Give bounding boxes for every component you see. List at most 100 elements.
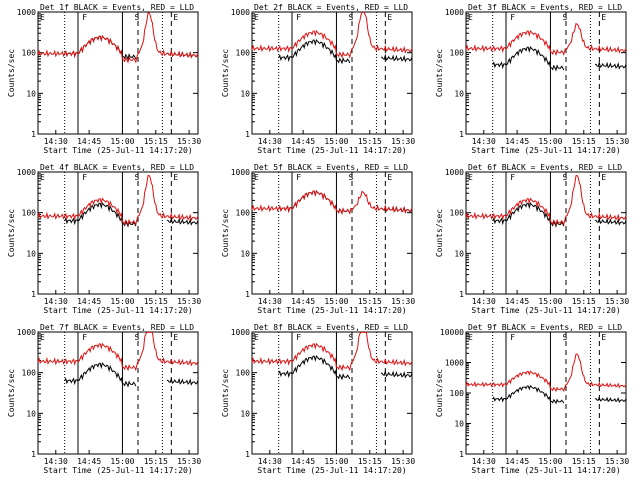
- x-tick-label: 14:30: [472, 137, 496, 146]
- segment-label: S: [562, 173, 567, 182]
- y-tick-label: 10: [240, 249, 250, 258]
- x-tick-label: 14:30: [258, 297, 282, 306]
- x-tick-label: 14:45: [505, 457, 529, 466]
- x-tick-label: 15:30: [605, 457, 629, 466]
- x-tick-label: 14:30: [472, 457, 496, 466]
- y-axis-label: Counts/sec: [221, 49, 230, 97]
- x-tick-label: 15:30: [391, 137, 415, 146]
- segment-label: E: [387, 333, 392, 342]
- y-tick-label: 1: [245, 290, 250, 299]
- x-tick-label: 15:15: [358, 137, 382, 146]
- chart-title: Det 4f BLACK = Events, RED = LLD: [40, 163, 194, 172]
- lld-series-line: [37, 331, 199, 372]
- y-tick-label: 1000: [231, 8, 250, 17]
- segment-label: E: [40, 173, 45, 182]
- y-tick-label: 100: [450, 209, 465, 218]
- x-tick-label: 14:45: [505, 137, 529, 146]
- y-axis-label: Counts/sec: [221, 209, 230, 257]
- y-tick-label: 1000: [445, 8, 464, 17]
- x-axis-label: Start Time (25-Jul-11 14:17:20): [257, 146, 406, 155]
- segment-label: E: [387, 13, 392, 22]
- x-tick-label: 15:15: [572, 297, 596, 306]
- segment-label: E: [601, 333, 606, 342]
- chart-title: Det 2f BLACK = Events, RED = LLD: [254, 3, 408, 12]
- segment-label: S: [348, 333, 353, 342]
- plot-frame: [251, 331, 413, 455]
- x-axis-label: Start Time (25-Jul-11 14:17:20): [257, 466, 406, 475]
- chart-title: Det 3f BLACK = Events, RED = LLD: [468, 3, 622, 12]
- x-tick-label: 14:45: [77, 457, 101, 466]
- y-tick-label: 10000: [440, 328, 464, 337]
- segment-label: E: [601, 13, 606, 22]
- x-tick-label: 15:30: [391, 297, 415, 306]
- segment-label: F: [82, 333, 87, 342]
- segment-label: E: [468, 13, 473, 22]
- events-series-line: [492, 46, 627, 72]
- x-tick-label: 14:45: [291, 137, 315, 146]
- y-tick-label: 100: [22, 49, 37, 58]
- segment-label: E: [40, 333, 45, 342]
- x-tick-label: 14:45: [77, 137, 101, 146]
- plot-frame: [465, 11, 627, 135]
- segment-label: E: [254, 333, 259, 342]
- y-axis-label: Counts/sec: [7, 209, 16, 257]
- y-tick-label: 1000: [445, 359, 464, 368]
- y-tick-label: 1000: [17, 328, 36, 337]
- plot-frame: [251, 11, 413, 135]
- chart-title: Det 6f BLACK = Events, RED = LLD: [468, 163, 622, 172]
- y-axis-label: Counts/sec: [221, 369, 230, 417]
- y-tick-label: 10: [26, 249, 36, 258]
- segment-label: F: [296, 13, 301, 22]
- y-tick-label: 100: [236, 209, 251, 218]
- y-tick-label: 1: [31, 130, 36, 139]
- y-tick-label: 1: [245, 450, 250, 459]
- lld-series-line: [251, 331, 413, 372]
- segment-label: E: [40, 13, 45, 22]
- y-axis-label: Counts/sec: [7, 369, 16, 417]
- x-axis-label: Start Time (25-Jul-11 14:17:20): [43, 466, 192, 475]
- y-tick-label: 10: [240, 89, 250, 98]
- segment-label: S: [562, 13, 567, 22]
- y-tick-label: 1: [459, 450, 464, 459]
- x-tick-label: 15:00: [110, 457, 134, 466]
- segment-label: F: [510, 173, 515, 182]
- y-tick-label: 10: [454, 89, 464, 98]
- y-tick-label: 100: [450, 49, 465, 58]
- x-tick-label: 15:00: [324, 137, 348, 146]
- lld-series-line: [37, 12, 199, 64]
- events-series-line: [64, 202, 199, 228]
- x-tick-label: 15:00: [538, 137, 562, 146]
- chart-title: Det 7f BLACK = Events, RED = LLD: [40, 323, 194, 332]
- y-tick-label: 1000: [231, 328, 250, 337]
- x-axis-label: Start Time (25-Jul-11 14:17:20): [43, 306, 192, 315]
- chart-title: Det 5f BLACK = Events, RED = LLD: [254, 163, 408, 172]
- plot-frame: [37, 331, 199, 455]
- x-tick-label: 15:00: [538, 457, 562, 466]
- x-axis-label: Start Time (25-Jul-11 14:17:20): [471, 306, 620, 315]
- x-tick-label: 15:30: [605, 137, 629, 146]
- segment-label: S: [134, 173, 139, 182]
- x-axis-label: Start Time (25-Jul-11 14:17:20): [257, 306, 406, 315]
- x-tick-label: 15:30: [605, 297, 629, 306]
- y-axis-label: Counts/sec: [7, 49, 16, 97]
- segment-label: E: [468, 333, 473, 342]
- x-axis-label: Start Time (25-Jul-11 14:17:20): [471, 466, 620, 475]
- segment-label: E: [173, 13, 178, 22]
- x-tick-label: 15:00: [538, 297, 562, 306]
- plot-frame: [465, 171, 627, 295]
- segment-label: S: [348, 173, 353, 182]
- segment-label: E: [468, 173, 473, 182]
- x-tick-label: 15:15: [144, 457, 168, 466]
- lld-series-line: [251, 11, 413, 59]
- segment-label: E: [254, 13, 259, 22]
- x-tick-label: 14:45: [291, 457, 315, 466]
- segment-label: E: [387, 173, 392, 182]
- y-tick-label: 1: [459, 290, 464, 299]
- y-tick-label: 10: [240, 409, 250, 418]
- chart-title: Det 1f BLACK = Events, RED = LLD: [40, 3, 194, 12]
- y-tick-label: 100: [22, 369, 37, 378]
- x-axis-label: Start Time (25-Jul-11 14:17:20): [43, 146, 192, 155]
- y-tick-label: 10: [26, 409, 36, 418]
